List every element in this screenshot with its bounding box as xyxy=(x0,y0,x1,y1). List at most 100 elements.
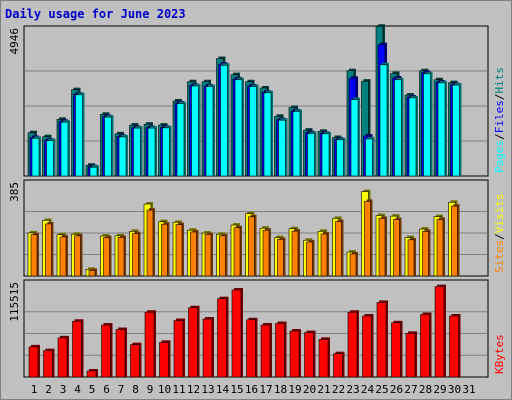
panel-kbytes-bar-kbytes xyxy=(318,339,329,378)
x-axis-day-label: 10 xyxy=(158,383,171,396)
x-axis-day-label: 22 xyxy=(332,383,345,396)
panel-kbytes-bar-kbytes xyxy=(173,320,184,378)
x-axis-day-label: 1 xyxy=(31,383,38,396)
panel-hits-files-pages-bar-pages xyxy=(75,94,83,177)
panel-hits-files-pages-legend-item: / xyxy=(493,133,506,140)
panel-hits-files-pages-legend: Pages/Files/Hits xyxy=(493,67,506,173)
panel-kbytes-bar-kbytes xyxy=(289,330,300,378)
panel-kbytes-ymax-label: 115515 xyxy=(8,282,21,322)
panel-hits-files-pages-bar-pages xyxy=(437,82,446,177)
panel-sites-visits-bar-sites xyxy=(233,227,241,277)
panel-sites-visits-bar-sites xyxy=(262,229,270,277)
panel-sites-visits-bar-sites xyxy=(204,234,212,277)
panel-kbytes-bar-kbytes xyxy=(376,302,387,378)
panel-kbytes-bar-kbytes xyxy=(434,286,445,378)
panel-hits-files-pages-bar-pages xyxy=(263,92,272,177)
panel-sites-visits-legend-item: Sites xyxy=(493,240,506,273)
panel-sites-visits-bar-sites xyxy=(451,205,458,277)
panel-sites-visits-legend: Sites/Visits xyxy=(493,194,506,274)
panel-hits-files-pages-bar-pages xyxy=(191,85,199,177)
chart-title: Daily usage for June 2023 xyxy=(5,7,186,21)
x-axis-day-label: 31 xyxy=(462,383,475,396)
panel-sites-visits-bar-sites xyxy=(248,216,255,277)
panel-hits-files-pages-legend-item: Pages xyxy=(493,140,506,173)
panel-sites-visits-ymax-label: 385 xyxy=(8,182,21,202)
panel-kbytes-bar-kbytes xyxy=(333,353,343,378)
panel-sites-visits-bar-sites xyxy=(219,235,226,277)
panel-sites-visits-bar-sites xyxy=(393,219,400,277)
panel-hits-files-pages-bar-pages xyxy=(118,136,127,177)
panel-kbytes-bar-kbytes xyxy=(43,350,53,378)
panel-sites-visits-bar-sites xyxy=(103,237,110,277)
panel-kbytes-legend: KBytes xyxy=(493,334,506,374)
panel-hits-files-pages-bar-pages xyxy=(365,138,373,177)
panel-hits-files-pages-bar-pages xyxy=(350,99,359,177)
panel-hits-files-pages-legend-item: Hits xyxy=(493,67,506,94)
panel-sites-visits-bar-sites xyxy=(190,231,197,277)
x-axis-day-label: 2 xyxy=(45,383,52,396)
panel-hits-files-pages-bar-pages xyxy=(31,138,40,177)
x-axis-day-label: 8 xyxy=(132,383,139,396)
panel-hits-files-pages-bar-pages xyxy=(162,127,170,177)
panel-hits-files-pages-bar-pages xyxy=(147,127,156,177)
x-axis-day-label: 16 xyxy=(245,383,258,396)
panel-sites-visits-bar-sites xyxy=(320,233,328,277)
panel-hits-files-pages-bar-pages xyxy=(249,86,257,177)
x-axis-day-label: 29 xyxy=(433,383,446,396)
panel-sites-visits-legend-item: / xyxy=(493,233,506,240)
panel-hits-files-pages-bar-pages xyxy=(394,79,402,177)
panel-sites-visits-bar-sites xyxy=(378,218,386,277)
panel-hits-files-pages-bar-pages xyxy=(234,79,243,177)
panel-sites-visits-bar-sites xyxy=(161,223,168,277)
x-axis-day-label: 21 xyxy=(317,383,330,396)
x-axis-day-label: 9 xyxy=(147,383,154,396)
panel-kbytes-legend-item: KBytes xyxy=(493,334,506,374)
panel-hits-files-pages-legend-item: Files xyxy=(493,100,506,133)
x-axis-day-label: 19 xyxy=(288,383,301,396)
panel-hits-files-pages-bar-pages xyxy=(423,73,431,177)
panel-sites-visits-bar-sites xyxy=(335,221,342,277)
panel-sites-visits-bar-sites xyxy=(306,241,313,277)
panel-sites-visits-bar-sites xyxy=(349,253,357,277)
panel-sites-visits-legend-item: Visits xyxy=(493,194,506,234)
x-axis-day-label: 15 xyxy=(230,383,243,396)
panel-hits-files-pages-bar-pages xyxy=(278,119,286,177)
panel-kbytes-bar-kbytes xyxy=(260,324,271,378)
panel-sites-visits-bar-sites xyxy=(175,224,183,277)
panel-hits-files-pages-bar-pages xyxy=(176,103,185,177)
panel-kbytes-bar-kbytes xyxy=(275,323,285,378)
panel-kbytes-bar-kbytes xyxy=(347,311,358,378)
x-axis-day-label: 25 xyxy=(375,383,388,396)
panel-sites-visits-bar-sites xyxy=(407,239,415,277)
panel-sites-visits-bar-sites xyxy=(422,231,429,277)
panel-sites-visits-bar-sites xyxy=(117,237,125,277)
panel-sites-visits-bar-sites xyxy=(436,219,444,277)
x-axis-day-label: 14 xyxy=(216,383,230,396)
panel-kbytes-bar-kbytes xyxy=(101,324,111,378)
x-axis-day-label: 3 xyxy=(60,383,67,396)
panel-kbytes-bar-kbytes xyxy=(202,318,213,378)
panel-sites-visits-bar-sites xyxy=(59,236,67,277)
panel-hits-files-pages-bar-pages xyxy=(89,166,98,177)
x-axis-day-label: 12 xyxy=(187,383,200,396)
panel-sites-visits-bar-sites xyxy=(277,239,284,277)
panel-hits-files-pages-bar-pages xyxy=(379,64,388,177)
x-axis-day-label: 30 xyxy=(448,383,461,396)
panel-kbytes-bar-kbytes xyxy=(28,346,39,378)
panel-kbytes-bar-kbytes xyxy=(304,332,314,378)
panel-sites-visits-bar-sites xyxy=(45,223,52,277)
panel-hits-files-pages-bar-pages xyxy=(60,121,69,177)
panel-sites-visits-bar-sites xyxy=(364,201,371,277)
panel-hits-files-pages-bar-pages xyxy=(46,140,54,177)
x-axis-day-label: 26 xyxy=(390,383,403,396)
panel-hits-files-pages-bar-pages xyxy=(452,84,460,177)
panel-sites-visits-bar-sites xyxy=(146,209,154,277)
x-axis-day-label: 28 xyxy=(419,383,432,396)
panel-kbytes-bar-kbytes xyxy=(144,311,155,378)
panel-kbytes-bar-kbytes xyxy=(86,370,97,378)
x-axis-day-label: 20 xyxy=(303,383,316,396)
panel-sites-visits-bar-sites xyxy=(291,230,299,277)
x-axis-day-label: 23 xyxy=(346,383,359,396)
x-axis-day-label: 27 xyxy=(404,383,417,396)
